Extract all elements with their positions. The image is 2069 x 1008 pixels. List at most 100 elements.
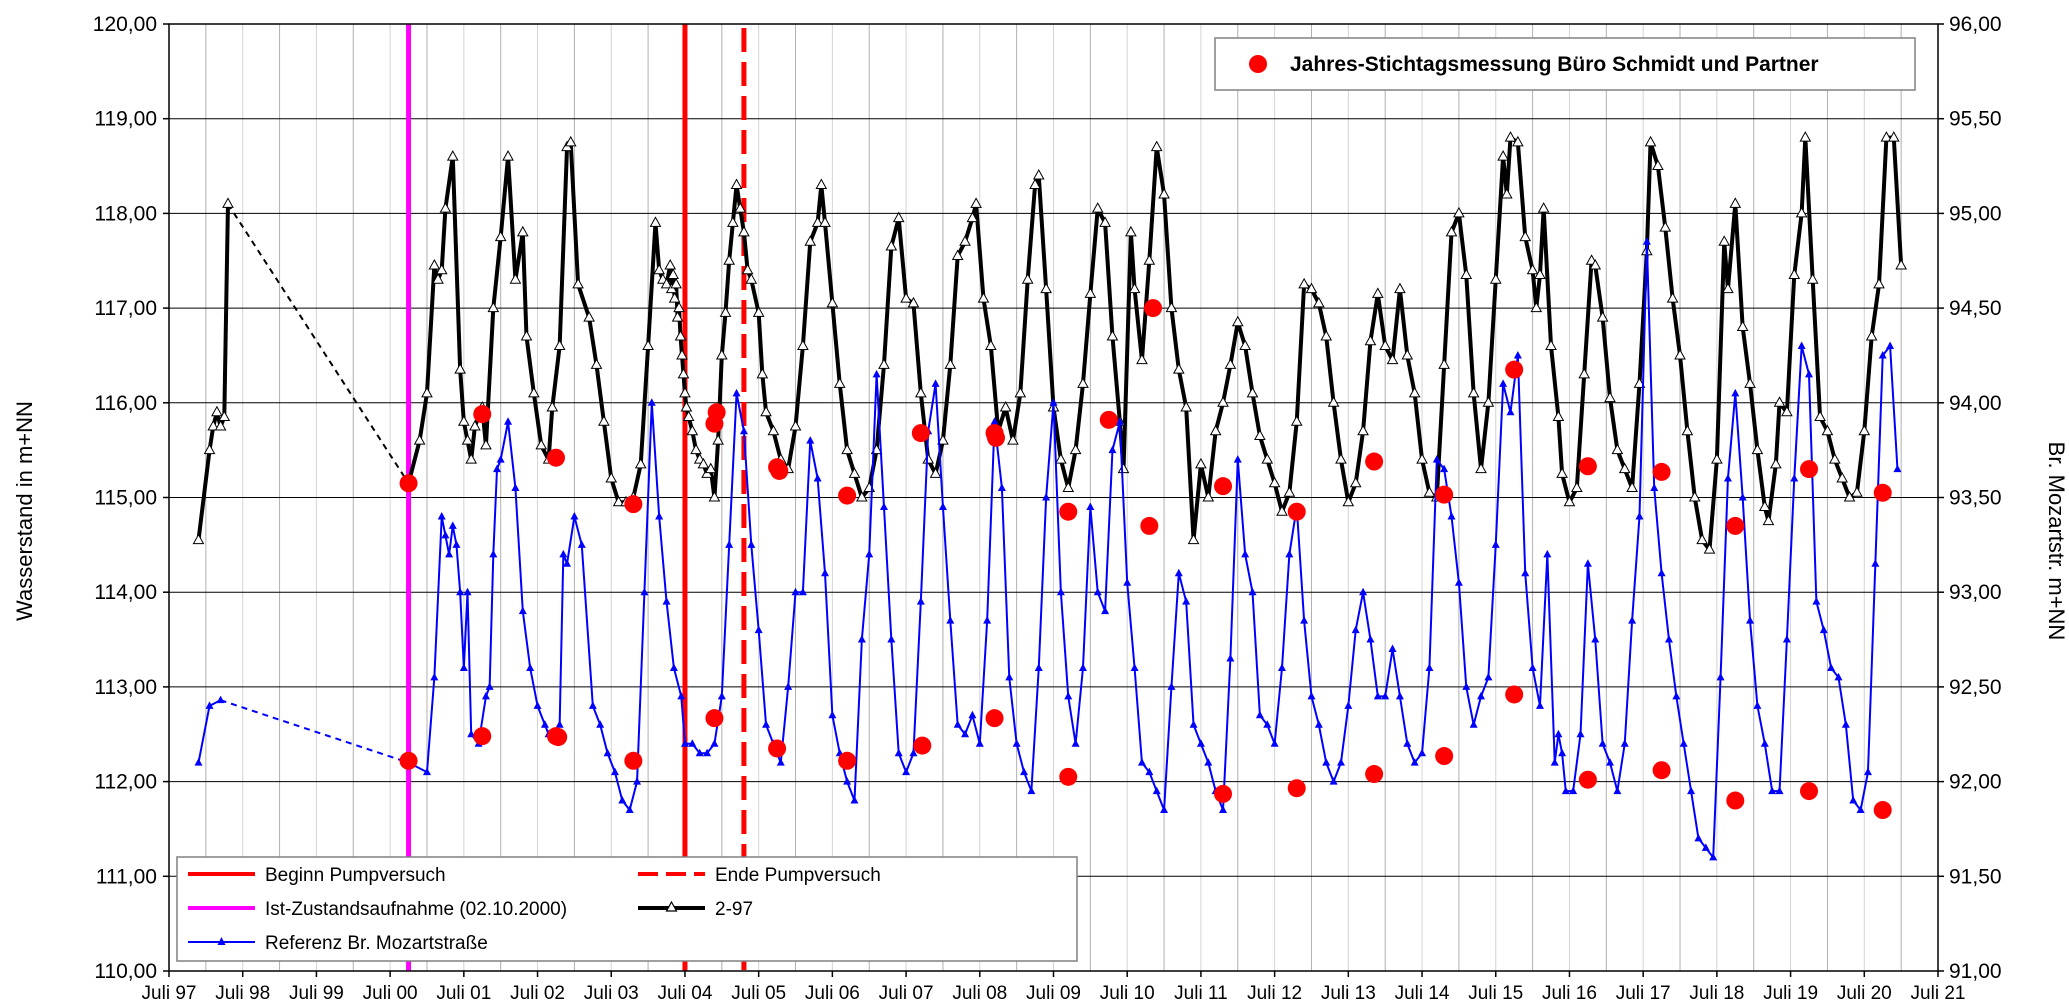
stichtag-point bbox=[1873, 483, 1892, 502]
point-2-97 bbox=[1751, 443, 1764, 455]
point-referenz bbox=[1101, 606, 1110, 615]
point-referenz bbox=[1263, 720, 1272, 728]
point-2-97 bbox=[1773, 396, 1786, 407]
point-2-97 bbox=[674, 329, 687, 341]
legend-top-marker bbox=[1249, 55, 1267, 73]
point-referenz bbox=[739, 426, 748, 435]
point-referenz bbox=[1701, 843, 1710, 851]
point-2-97 bbox=[1537, 202, 1550, 213]
point-2-97 bbox=[826, 296, 839, 308]
point-referenz bbox=[496, 455, 505, 463]
point-referenz bbox=[1064, 691, 1073, 700]
point-referenz bbox=[518, 606, 527, 615]
point-referenz bbox=[776, 758, 785, 766]
stichtag-point bbox=[838, 751, 857, 770]
point-referenz bbox=[1819, 625, 1828, 634]
point-referenz bbox=[1086, 502, 1095, 510]
point-2-97 bbox=[553, 339, 566, 350]
point-2-97 bbox=[1084, 287, 1097, 298]
point-referenz bbox=[1635, 511, 1644, 520]
point-2-97 bbox=[520, 329, 533, 341]
point-2-97 bbox=[1438, 358, 1451, 369]
point-2-97 bbox=[1762, 514, 1775, 526]
point-referenz bbox=[1499, 379, 1508, 387]
point-2-97 bbox=[1327, 396, 1340, 407]
stichtag-point bbox=[1214, 477, 1233, 496]
point-2-97 bbox=[1519, 230, 1532, 242]
point-2-97 bbox=[944, 358, 957, 369]
point-2-97 bbox=[1386, 353, 1399, 365]
point-2-97 bbox=[649, 216, 662, 227]
point-2-97 bbox=[564, 135, 577, 147]
point-referenz bbox=[610, 767, 619, 776]
point-2-97 bbox=[856, 490, 868, 502]
point-2-97 bbox=[1696, 533, 1708, 545]
point-referenz bbox=[1167, 682, 1176, 690]
point-2-97 bbox=[1556, 467, 1568, 478]
point-2-97 bbox=[1618, 462, 1631, 474]
point-referenz bbox=[1042, 493, 1051, 501]
point-2-97 bbox=[502, 150, 514, 161]
y-tick-label: 111,00 bbox=[96, 865, 157, 888]
point-referenz bbox=[205, 701, 214, 709]
point-referenz bbox=[1583, 559, 1592, 567]
point-2-97 bbox=[1611, 443, 1624, 455]
point-2-97 bbox=[1497, 150, 1509, 161]
point-2-97 bbox=[1261, 453, 1274, 464]
point-referenz bbox=[1300, 616, 1309, 624]
x-tick-label: Juli 15 bbox=[1468, 983, 1523, 1004]
point-referenz bbox=[1753, 701, 1762, 709]
point-referenz bbox=[946, 616, 955, 624]
point-2-97 bbox=[1545, 339, 1557, 350]
point-2-97 bbox=[676, 348, 688, 360]
x-tick-label: Juli 19 bbox=[1763, 983, 1818, 1004]
point-referenz bbox=[717, 691, 726, 700]
point-2-97 bbox=[682, 410, 695, 422]
y2-tick-label: 94,00 bbox=[1949, 392, 2002, 415]
point-referenz bbox=[1672, 691, 1681, 700]
point-2-97 bbox=[804, 235, 817, 246]
point-referenz bbox=[463, 587, 472, 596]
point-2-97 bbox=[671, 311, 684, 322]
point-referenz bbox=[872, 369, 881, 378]
point-referenz bbox=[555, 720, 564, 728]
x-tick-label: Juli 03 bbox=[584, 983, 639, 1004]
point-2-97 bbox=[1224, 358, 1237, 369]
point-referenz bbox=[1241, 549, 1250, 558]
point-2-97 bbox=[1836, 472, 1849, 483]
point-referenz bbox=[1716, 672, 1725, 681]
point-2-97 bbox=[686, 424, 699, 436]
point-referenz bbox=[784, 682, 793, 690]
point-referenz bbox=[1359, 587, 1368, 596]
x-tick-label: Juli 14 bbox=[1395, 983, 1450, 1004]
stichtag-point bbox=[624, 495, 643, 514]
y2-tick-label: 96,00 bbox=[1949, 13, 2002, 36]
point-2-97 bbox=[1718, 235, 1731, 246]
point-2-97 bbox=[1158, 187, 1170, 199]
stichtag-point bbox=[1365, 765, 1384, 784]
point-2-97 bbox=[797, 339, 809, 350]
point-2-97 bbox=[970, 197, 982, 208]
point-2-97 bbox=[680, 401, 693, 412]
point-referenz bbox=[1351, 625, 1360, 634]
stichtag-point bbox=[1652, 761, 1671, 780]
point-2-97 bbox=[1806, 273, 1819, 284]
point-2-97 bbox=[1880, 131, 1893, 142]
point-2-97 bbox=[1703, 543, 1716, 554]
point-2-97 bbox=[469, 419, 481, 431]
x-tick-label: Juli 97 bbox=[142, 983, 197, 1004]
point-referenz bbox=[1871, 559, 1880, 567]
point-referenz bbox=[1561, 786, 1570, 795]
stichtag-point bbox=[707, 403, 726, 422]
point-referenz bbox=[1731, 388, 1740, 397]
point-referenz bbox=[916, 597, 925, 605]
stichtag-point bbox=[911, 424, 930, 443]
point-referenz bbox=[1746, 616, 1755, 624]
point-2-97 bbox=[1187, 533, 1200, 545]
point-2-97 bbox=[1578, 367, 1591, 379]
point-2-97 bbox=[446, 150, 459, 161]
stichtag-point bbox=[1365, 452, 1384, 471]
stichtag-point bbox=[1652, 462, 1671, 481]
stichtag-point bbox=[1505, 685, 1524, 704]
point-referenz bbox=[1248, 587, 1257, 596]
